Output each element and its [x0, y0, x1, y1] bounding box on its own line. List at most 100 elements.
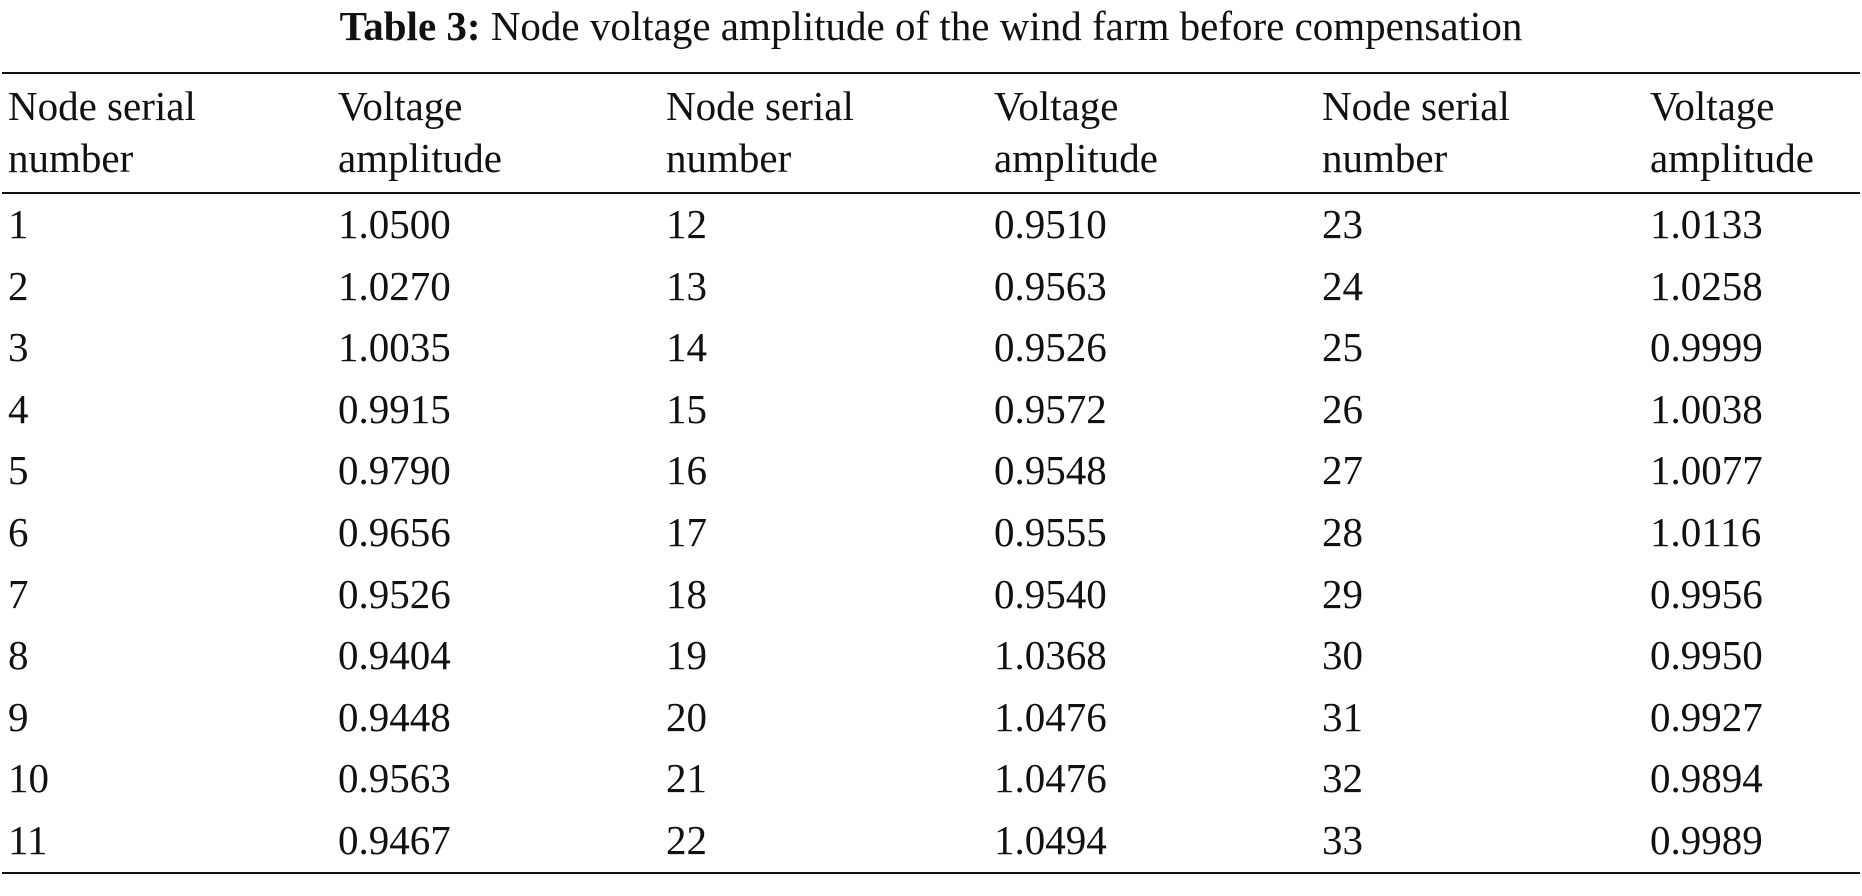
- table-row: 5 0.9790 16 0.9548 27 1.0077: [2, 440, 1860, 502]
- column-header-line: amplitude: [994, 135, 1158, 181]
- voltage-amplitude-cell: 1.0270: [338, 262, 451, 309]
- table-caption-label: Table 3:: [339, 3, 481, 49]
- node-serial-cell: 10: [8, 755, 49, 802]
- voltage-amplitude-cell: 0.9526: [994, 324, 1107, 371]
- voltage-amplitude-cell: 1.0258: [1650, 262, 1763, 309]
- table-row: 11 0.9467 22 1.0494 33 0.9989: [2, 810, 1860, 873]
- node-serial-cell: 24: [1322, 262, 1363, 309]
- voltage-amplitude-cell: 0.9989: [1650, 816, 1763, 863]
- node-serial-cell: 33: [1322, 816, 1363, 863]
- node-serial-cell: 13: [666, 262, 707, 309]
- table-row: 10 0.9563 21 1.0476 32 0.9894: [2, 748, 1860, 810]
- voltage-table: Node serial number Voltage amplitude Node se…: [2, 72, 1860, 874]
- column-header-line: amplitude: [338, 135, 502, 181]
- voltage-amplitude-cell: 1.0077: [1650, 447, 1763, 494]
- voltage-amplitude-cell: 1.0035: [338, 324, 451, 371]
- table-row: 7 0.9526 18 0.9540 29 0.9956: [2, 564, 1860, 626]
- voltage-amplitude-cell: 0.9448: [338, 693, 451, 740]
- node-serial-cell: 6: [8, 508, 29, 555]
- node-serial-cell: 1: [8, 201, 29, 247]
- column-header-line: Node serial: [1322, 83, 1510, 129]
- node-serial-cell: 21: [666, 755, 707, 802]
- column-header-line: Voltage: [338, 83, 463, 129]
- node-serial-cell: 20: [666, 693, 707, 740]
- column-header-line: Voltage: [994, 83, 1119, 129]
- node-serial-cell: 14: [666, 324, 707, 371]
- column-header: Voltage amplitude: [988, 73, 1316, 193]
- node-serial-cell: 5: [8, 447, 29, 494]
- node-serial-cell: 2: [8, 262, 29, 309]
- node-serial-cell: 26: [1322, 385, 1363, 432]
- node-serial-cell: 8: [8, 632, 29, 679]
- table-row: 4 0.9915 15 0.9572 26 1.0038: [2, 379, 1860, 441]
- node-serial-cell: 32: [1322, 755, 1363, 802]
- column-header-line: Voltage: [1650, 83, 1775, 129]
- table-row: 9 0.9448 20 1.0476 31 0.9927: [2, 687, 1860, 749]
- node-serial-cell: 27: [1322, 447, 1363, 494]
- node-serial-cell: 11: [8, 816, 48, 863]
- voltage-amplitude-cell: 1.0476: [994, 693, 1107, 740]
- column-header: Node serial number: [1316, 73, 1644, 193]
- voltage-amplitude-cell: 0.9563: [338, 755, 451, 802]
- voltage-amplitude-cell: 0.9656: [338, 508, 451, 555]
- column-header: Node serial number: [2, 73, 332, 193]
- column-header: Voltage amplitude: [332, 73, 660, 193]
- column-header: Node serial number: [660, 73, 988, 193]
- node-serial-cell: 15: [666, 385, 707, 432]
- table-row: 3 1.0035 14 0.9526 25 0.9999: [2, 317, 1860, 379]
- voltage-amplitude-cell: 0.9548: [994, 447, 1107, 494]
- table-row: 1 1.0500 12 0.9510 23 1.0133: [2, 193, 1860, 256]
- column-header-line: number: [8, 135, 134, 181]
- voltage-amplitude-cell: 0.9540: [994, 570, 1107, 617]
- node-serial-cell: 30: [1322, 632, 1363, 679]
- node-serial-cell: 3: [8, 324, 29, 371]
- voltage-amplitude-cell: 1.0476: [994, 755, 1107, 802]
- voltage-amplitude-cell: 0.9790: [338, 447, 451, 494]
- table-caption-text: Node voltage amplitude of the wind farm …: [490, 3, 1523, 49]
- node-serial-cell: 28: [1322, 508, 1363, 555]
- node-serial-cell: 25: [1322, 324, 1363, 371]
- table-row: 2 1.0270 13 0.9563 24 1.0258: [2, 256, 1860, 318]
- node-serial-cell: 12: [666, 201, 707, 247]
- voltage-amplitude-cell: 0.9956: [1650, 570, 1763, 617]
- node-serial-cell: 29: [1322, 570, 1363, 617]
- node-serial-cell: 9: [8, 693, 29, 740]
- voltage-amplitude-cell: 0.9555: [994, 508, 1107, 555]
- table-header-row: Node serial number Voltage amplitude Node se…: [2, 73, 1860, 193]
- voltage-amplitude-cell: 0.9894: [1650, 755, 1763, 802]
- voltage-amplitude-cell: 0.9404: [338, 632, 451, 679]
- node-serial-cell: 31: [1322, 693, 1363, 740]
- node-serial-cell: 17: [666, 508, 707, 555]
- voltage-amplitude-cell: 1.0133: [1650, 201, 1763, 247]
- table-row: 8 0.9404 19 1.0368 30 0.9950: [2, 625, 1860, 687]
- column-header-line: Node serial: [8, 83, 196, 129]
- table-row: 6 0.9656 17 0.9555 28 1.0116: [2, 502, 1860, 564]
- voltage-amplitude-cell: 0.9510: [994, 201, 1107, 247]
- voltage-amplitude-cell: 0.9572: [994, 385, 1107, 432]
- node-serial-cell: 19: [666, 632, 707, 679]
- node-serial-cell: 22: [666, 816, 707, 863]
- voltage-amplitude-cell: 1.0368: [994, 632, 1107, 679]
- voltage-amplitude-cell: 1.0500: [338, 201, 451, 247]
- voltage-amplitude-cell: 1.0494: [994, 816, 1107, 863]
- voltage-amplitude-cell: 0.9950: [1650, 632, 1763, 679]
- node-serial-cell: 18: [666, 570, 707, 617]
- column-header-line: number: [666, 135, 792, 181]
- node-serial-cell: 7: [8, 570, 29, 617]
- voltage-amplitude-cell: 0.9563: [994, 262, 1107, 309]
- column-header-line: number: [1322, 135, 1448, 181]
- voltage-amplitude-cell: 0.9467: [338, 816, 451, 863]
- table-body: 1 1.0500 12 0.9510 23 1.0133 2 1.0270 13 0.9563 24…: [2, 193, 1860, 873]
- voltage-amplitude-cell: 0.9927: [1650, 693, 1763, 740]
- voltage-amplitude-cell: 1.0116: [1650, 508, 1762, 555]
- column-header-line: amplitude: [1650, 135, 1814, 181]
- node-serial-cell: 16: [666, 447, 707, 494]
- voltage-amplitude-cell: 0.9526: [338, 570, 451, 617]
- voltage-amplitude-cell: 1.0038: [1650, 385, 1763, 432]
- node-serial-cell: 23: [1322, 201, 1363, 247]
- column-header: Voltage amplitude: [1644, 73, 1860, 193]
- voltage-amplitude-cell: 0.9915: [338, 385, 451, 432]
- table-caption: Table 3: Node voltage amplitude of the w…: [0, 0, 1862, 60]
- node-serial-cell: 4: [8, 385, 29, 432]
- column-header-line: Node serial: [666, 83, 854, 129]
